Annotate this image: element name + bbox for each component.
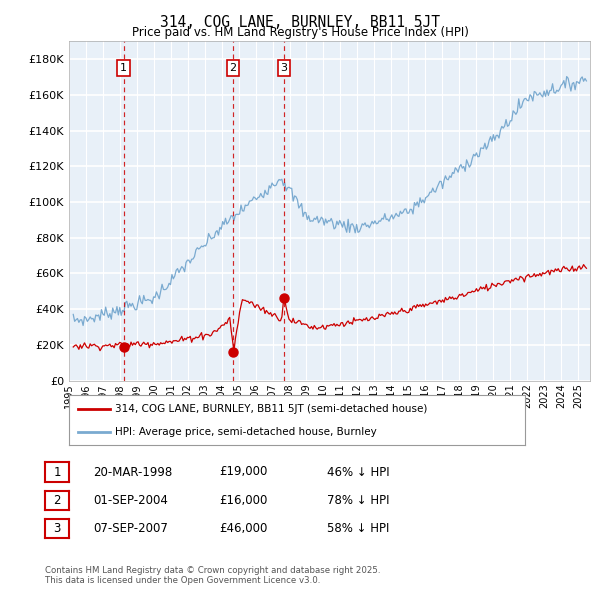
Text: 78% ↓ HPI: 78% ↓ HPI [327,494,389,507]
Text: Price paid vs. HM Land Registry's House Price Index (HPI): Price paid vs. HM Land Registry's House … [131,26,469,39]
Text: 2: 2 [229,63,236,73]
Text: 1: 1 [120,63,127,73]
Text: 46% ↓ HPI: 46% ↓ HPI [327,466,389,478]
Text: HPI: Average price, semi-detached house, Burnley: HPI: Average price, semi-detached house,… [115,427,376,437]
Text: 314, COG LANE, BURNLEY, BB11 5JT: 314, COG LANE, BURNLEY, BB11 5JT [160,15,440,30]
Text: 314, COG LANE, BURNLEY, BB11 5JT (semi-detached house): 314, COG LANE, BURNLEY, BB11 5JT (semi-d… [115,404,427,414]
Text: 20-MAR-1998: 20-MAR-1998 [93,466,172,478]
Text: £16,000: £16,000 [219,494,268,507]
Text: 3: 3 [53,522,61,535]
Text: £46,000: £46,000 [219,522,268,535]
Text: 07-SEP-2007: 07-SEP-2007 [93,522,168,535]
Text: 01-SEP-2004: 01-SEP-2004 [93,494,168,507]
Text: 1: 1 [53,466,61,478]
Text: 58% ↓ HPI: 58% ↓ HPI [327,522,389,535]
Text: 3: 3 [281,63,287,73]
Text: Contains HM Land Registry data © Crown copyright and database right 2025.
This d: Contains HM Land Registry data © Crown c… [45,566,380,585]
Text: 2: 2 [53,494,61,507]
Text: £19,000: £19,000 [219,466,268,478]
